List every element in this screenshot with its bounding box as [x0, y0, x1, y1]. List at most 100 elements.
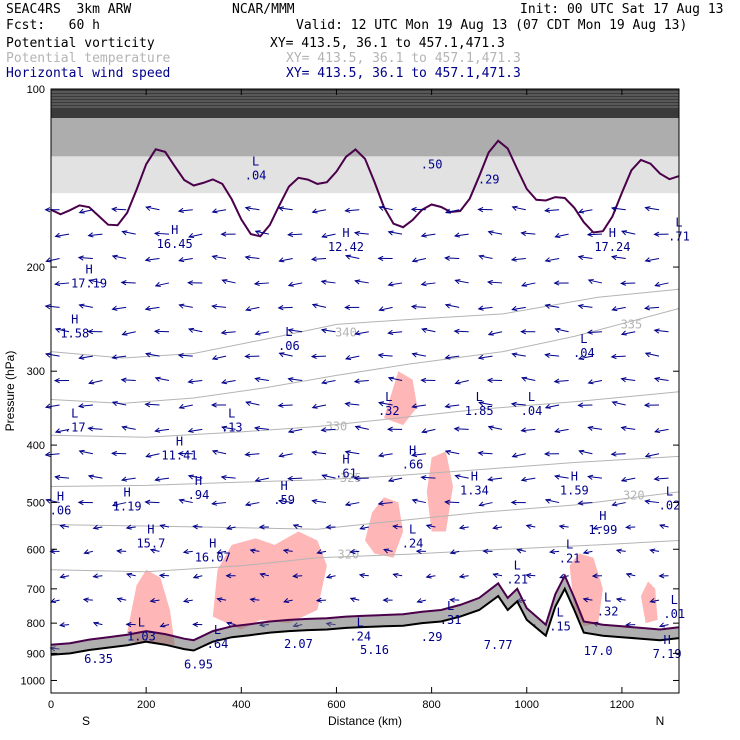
wind-vector [144, 499, 160, 505]
wind-vector [244, 206, 260, 212]
extrema-value: 2.07 [284, 637, 313, 651]
wind-vector [387, 477, 403, 483]
wind-vector [287, 377, 303, 383]
extrema-value: .01 [663, 607, 685, 621]
wind-vector [87, 426, 103, 432]
wind-vector [444, 403, 460, 409]
wind-vector [92, 573, 103, 579]
wind-vector [387, 281, 403, 287]
wind-vector [658, 573, 669, 579]
wind-vector [553, 474, 569, 480]
wind-vector [653, 376, 669, 383]
wind-vector [558, 524, 569, 530]
model-title: SEAC4RS 3km ARW [6, 2, 132, 17]
wind-vector [458, 524, 469, 530]
wind-vector [120, 476, 136, 482]
x-tick-label: 200 [137, 699, 155, 711]
wind-vector [487, 230, 503, 236]
wind-vector [311, 303, 327, 309]
wind-vector [325, 573, 336, 579]
wind-vector [159, 524, 170, 530]
plot-frame [50, 88, 680, 694]
wind-vector [544, 257, 560, 263]
theta-contour-340 [50, 288, 680, 359]
wind-vector [187, 427, 203, 433]
extrema-letter: H [147, 523, 154, 537]
wind-vector [620, 230, 636, 236]
wind-vector [344, 501, 360, 507]
wind-vector [453, 232, 469, 238]
boundary-layer-shading [51, 575, 679, 655]
wind-vector [287, 231, 303, 238]
wind-vector [78, 449, 93, 455]
y-tick-label: 900 [27, 648, 45, 660]
wind-vector [421, 428, 436, 434]
wind-vector [320, 427, 336, 433]
extrema-letter: H [195, 474, 202, 488]
wind-vector [449, 549, 460, 555]
wind-vector [220, 231, 236, 237]
theta-label: 320 [338, 547, 360, 561]
wind-vector [610, 353, 626, 360]
wind-vector [653, 328, 669, 334]
x-end-right: N [656, 714, 665, 728]
wind-vector [192, 524, 203, 530]
wind-vector [425, 573, 436, 579]
wind-vector [187, 280, 203, 286]
wind-vector [311, 208, 327, 214]
wind-vector [78, 354, 93, 360]
y-tick-label: 800 [27, 618, 45, 630]
wind-vector [345, 254, 360, 260]
wind-vector [654, 281, 669, 287]
wind-vector [54, 327, 70, 333]
wind-vector [620, 330, 636, 336]
y-tick-label: 600 [27, 544, 45, 556]
wind-vector [378, 401, 393, 407]
wind-vector [415, 548, 426, 554]
wind-vector [44, 403, 60, 409]
extrema-letter: L [138, 616, 145, 630]
wind-vector [121, 230, 136, 236]
extrema-value: .06 [278, 339, 300, 353]
extrema-value: .66 [402, 458, 424, 472]
extrema-letter: L [228, 407, 235, 421]
wind-vector [111, 354, 127, 360]
extrema-value: 6.35 [84, 652, 113, 666]
extrema-letter: H [409, 444, 416, 458]
wind-vector [420, 377, 436, 383]
wind-vector [125, 621, 136, 628]
wind-vector [520, 427, 536, 433]
wind-vector [411, 403, 426, 409]
wind-vector [359, 524, 369, 530]
wind-vector [77, 499, 93, 506]
wind-vector [387, 376, 403, 382]
extrema-value: 17.0 [584, 644, 613, 658]
wind-vector [278, 352, 293, 358]
extrema-value: 16.45 [157, 237, 193, 251]
extrema-letter: L [666, 484, 673, 498]
theta-contour-325 [50, 455, 680, 487]
extrema-value: 17.24 [594, 240, 630, 254]
extrema-value: .31 [440, 613, 462, 627]
extrema-letter: H [571, 470, 578, 484]
extrema-letter: L [252, 155, 259, 169]
wind-vector [454, 379, 469, 385]
wind-vector [553, 378, 569, 384]
wind-vector [549, 548, 560, 555]
wind-vector [478, 254, 493, 260]
extrema-letter: H [124, 485, 131, 499]
wind-vector [182, 597, 193, 603]
wind-vector [211, 355, 227, 360]
extrema-value: .04 [245, 169, 267, 183]
wind-vector [353, 378, 369, 384]
wind-vector [511, 352, 526, 358]
extrema-letter: L [357, 616, 364, 630]
wind-vector [187, 474, 203, 480]
wind-vector [554, 427, 569, 434]
wind-vector [392, 524, 403, 530]
wind-vector [187, 378, 203, 384]
wind-vector [654, 428, 669, 434]
wind-vector [44, 451, 60, 457]
extrema-value: 12.42 [328, 240, 364, 254]
